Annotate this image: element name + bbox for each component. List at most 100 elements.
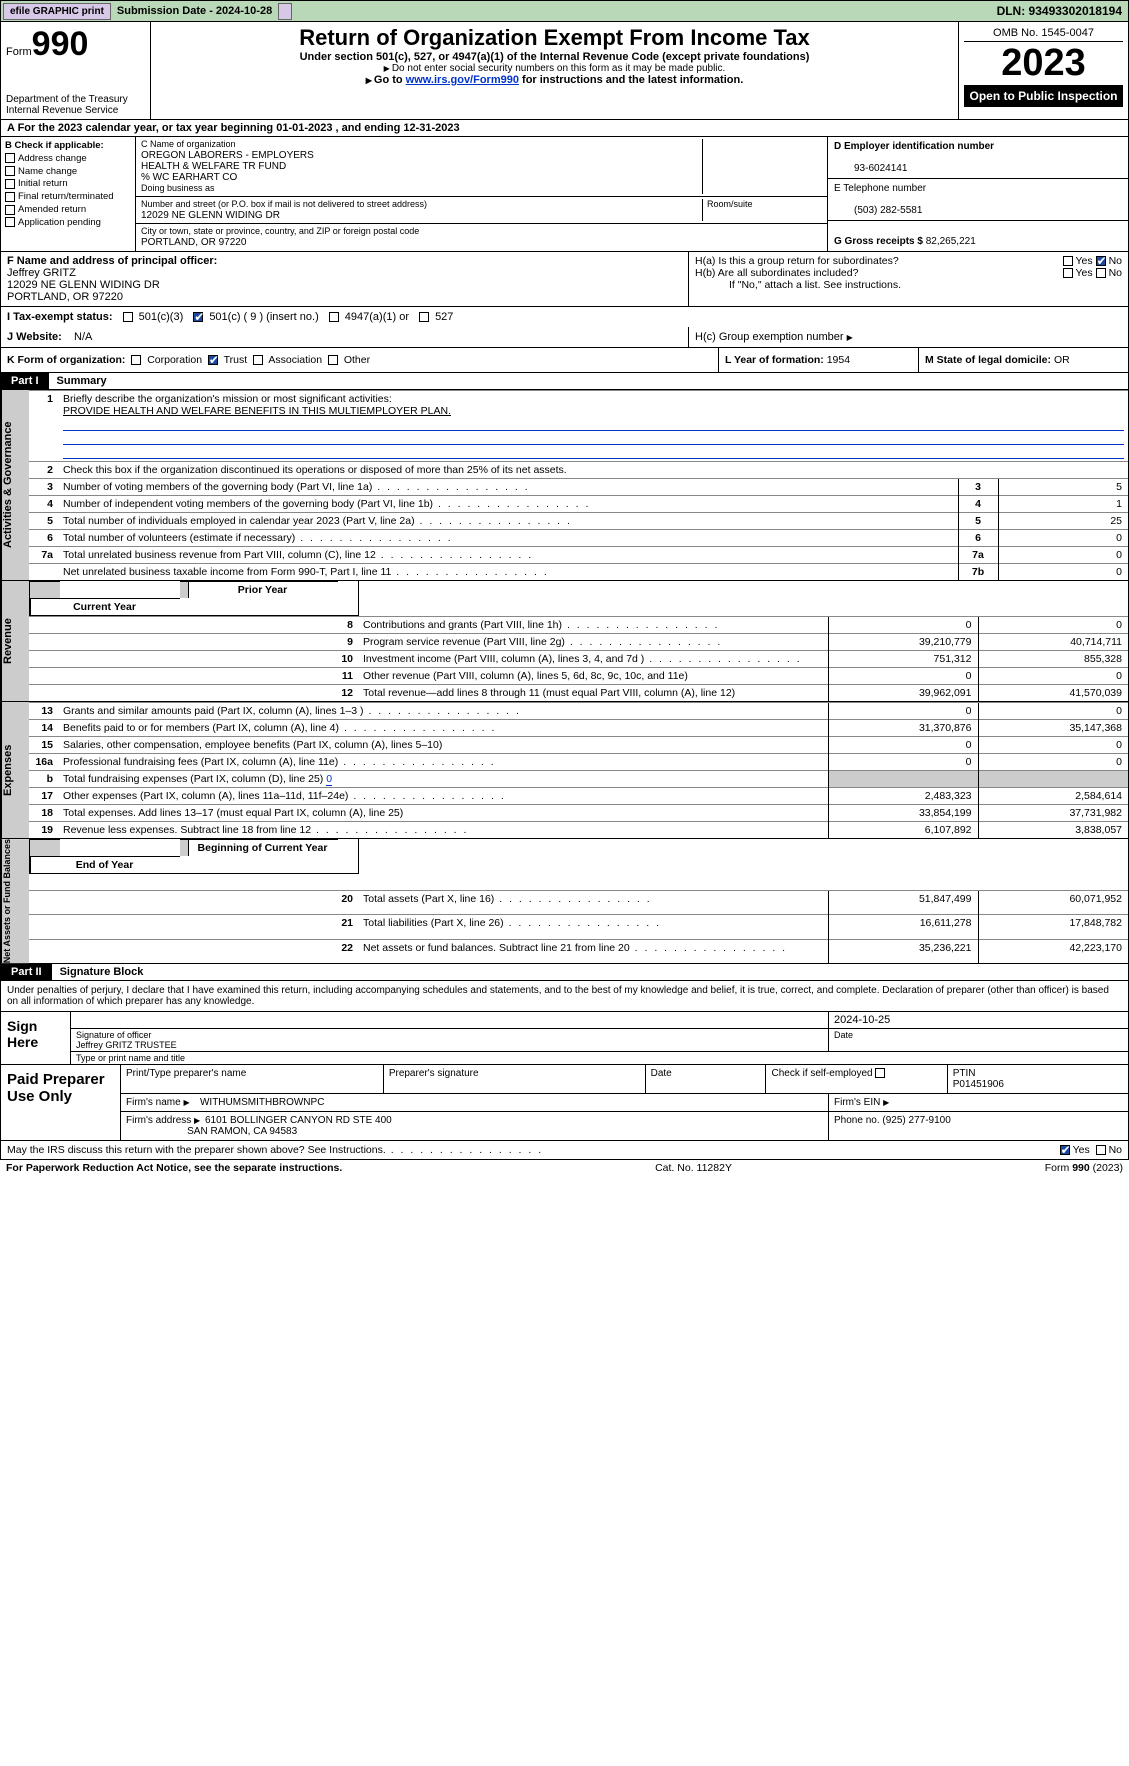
firm-phone: (925) 277-9100 <box>882 1115 950 1126</box>
self-employed-checkbox[interactable] <box>875 1068 885 1078</box>
ha-no-checkbox[interactable] <box>1096 256 1106 266</box>
l10-cy: 855,328 <box>978 651 1128 668</box>
l20-py: 51,847,499 <box>828 890 978 915</box>
website: N/A <box>74 331 92 343</box>
officer-sig-name: Jeffrey GRITZ TRUSTEE <box>76 1040 177 1050</box>
page-footer: For Paperwork Reduction Act Notice, see … <box>0 1160 1129 1176</box>
vside-revenue: Revenue <box>1 581 29 701</box>
dln: DLN: 93493302018194 <box>997 4 1128 18</box>
assoc-checkbox[interactable] <box>253 355 263 365</box>
officer-street: 12029 NE GLENN WIDING DR <box>7 279 160 291</box>
row-a-tax-year: A For the 2023 calendar year, or tax yea… <box>0 120 1129 137</box>
row-klm: K Form of organization: Corporation Trus… <box>0 348 1129 373</box>
section-deg: D Employer identification number93-60241… <box>828 137 1128 251</box>
l22-cy: 42,223,170 <box>978 939 1128 963</box>
l13-cy: 0 <box>978 703 1128 720</box>
ha-yes-checkbox[interactable] <box>1063 256 1073 266</box>
section-bcd: B Check if applicable: Address change Na… <box>0 137 1129 252</box>
form-header: Form990 Department of the Treasury Inter… <box>0 22 1129 120</box>
hb-yes-checkbox[interactable] <box>1063 268 1073 278</box>
l3-val: 5 <box>998 479 1128 496</box>
form-label: Form990 <box>6 25 145 64</box>
discuss-no-checkbox[interactable] <box>1096 1145 1106 1155</box>
l12-cy: 41,570,039 <box>978 685 1128 702</box>
efile-print-button[interactable]: efile GRAPHIC print <box>3 3 111 20</box>
addr-change-checkbox[interactable] <box>5 153 15 163</box>
row-i-tax-status: I Tax-exempt status: 501(c)(3) 501(c) ( … <box>0 307 1129 327</box>
section-b: B Check if applicable: Address change Na… <box>1 137 136 251</box>
irs-link[interactable]: www.irs.gov/Form990 <box>406 74 519 86</box>
gross-receipts: 82,265,221 <box>926 236 976 247</box>
officer-city: PORTLAND, OR 97220 <box>7 291 123 303</box>
501c3-checkbox[interactable] <box>123 312 133 322</box>
firm-name: WITHUMSMITHBROWNPC <box>200 1097 324 1108</box>
open-inspection: Open to Public Inspection <box>964 85 1123 107</box>
discuss-row: May the IRS discuss this return with the… <box>0 1141 1129 1160</box>
l15-cy: 0 <box>978 737 1128 754</box>
other-checkbox[interactable] <box>328 355 338 365</box>
org-name-2: HEALTH & WELFARE TR FUND <box>141 161 286 172</box>
l11-cy: 0 <box>978 668 1128 685</box>
ein: 93-6024141 <box>834 163 907 174</box>
l15-py: 0 <box>828 737 978 754</box>
l18-py: 33,854,199 <box>828 805 978 822</box>
form-number: 990 <box>32 25 89 63</box>
sign-here-label: Sign Here <box>1 1012 71 1064</box>
org-city: PORTLAND, OR 97220 <box>141 237 246 248</box>
527-checkbox[interactable] <box>419 312 429 322</box>
l17-py: 2,483,323 <box>828 788 978 805</box>
l10-py: 751,312 <box>828 651 978 668</box>
l5-val: 25 <box>998 513 1128 530</box>
amended-checkbox[interactable] <box>5 205 15 215</box>
pra-notice: For Paperwork Reduction Act Notice, see … <box>6 1162 342 1174</box>
firm-addr2: SAN RAMON, CA 94583 <box>187 1126 297 1137</box>
app-pending-checkbox[interactable] <box>5 217 15 227</box>
trust-checkbox[interactable] <box>208 355 218 365</box>
l12-py: 39,962,091 <box>828 685 978 702</box>
submission-date: Submission Date - 2024-10-28 <box>113 5 276 17</box>
subtitle-2: Do not enter social security numbers on … <box>156 63 953 74</box>
l16a-py: 0 <box>828 754 978 771</box>
l19-py: 6,107,892 <box>828 822 978 839</box>
dept-treasury: Department of the Treasury <box>6 94 145 105</box>
l20-cy: 60,071,952 <box>978 890 1128 915</box>
l9-cy: 40,714,711 <box>978 634 1128 651</box>
blank-button[interactable] <box>278 3 292 20</box>
form-title: Return of Organization Exempt From Incom… <box>156 25 953 51</box>
name-change-checkbox[interactable] <box>5 166 15 176</box>
vside-net-assets: Net Assets or Fund Balances <box>1 839 29 963</box>
signature-block: Under penalties of perjury, I declare th… <box>0 981 1129 1141</box>
l16b-val: 0 <box>326 773 332 786</box>
4947-checkbox[interactable] <box>329 312 339 322</box>
cat-no: Cat. No. 11282Y <box>655 1162 732 1174</box>
corp-checkbox[interactable] <box>131 355 141 365</box>
final-return-checkbox[interactable] <box>5 192 15 202</box>
row-j-website: J Website: N/A H(c) Group exemption numb… <box>0 327 1129 348</box>
section-c: C Name of organization OREGON LABORERS -… <box>136 137 828 251</box>
phone: (503) 282-5581 <box>834 205 922 216</box>
tax-year: 2023 <box>964 42 1123 85</box>
firm-addr1: 6101 BOLLINGER CANYON RD STE 400 <box>205 1115 392 1126</box>
l6-val: 0 <box>998 530 1128 547</box>
part-ii-header: Part IISignature Block <box>0 964 1129 981</box>
l14-py: 31,370,876 <box>828 720 978 737</box>
l16a-cy: 0 <box>978 754 1128 771</box>
l21-cy: 17,848,782 <box>978 915 1128 940</box>
officer-name: Jeffrey GRITZ <box>7 267 76 279</box>
perjury-declaration: Under penalties of perjury, I declare th… <box>1 981 1128 1011</box>
subtitle-3: Go to www.irs.gov/Form990 for instructio… <box>156 74 953 86</box>
501c-checkbox[interactable] <box>193 312 203 322</box>
org-name-1: OREGON LABORERS - EMPLOYERS <box>141 150 314 161</box>
sig-date: 2024-10-25 <box>828 1012 1128 1028</box>
hb-no-checkbox[interactable] <box>1096 268 1106 278</box>
state-domicile: OR <box>1054 354 1070 366</box>
subtitle-1: Under section 501(c), 527, or 4947(a)(1)… <box>156 51 953 63</box>
l17-cy: 2,584,614 <box>978 788 1128 805</box>
l4-val: 1 <box>998 496 1128 513</box>
vside-governance: Activities & Governance <box>1 390 29 580</box>
initial-return-checkbox[interactable] <box>5 179 15 189</box>
section-fh: F Name and address of principal officer:… <box>0 252 1129 307</box>
l9-py: 39,210,779 <box>828 634 978 651</box>
l8-cy: 0 <box>978 617 1128 634</box>
discuss-yes-checkbox[interactable] <box>1060 1145 1070 1155</box>
